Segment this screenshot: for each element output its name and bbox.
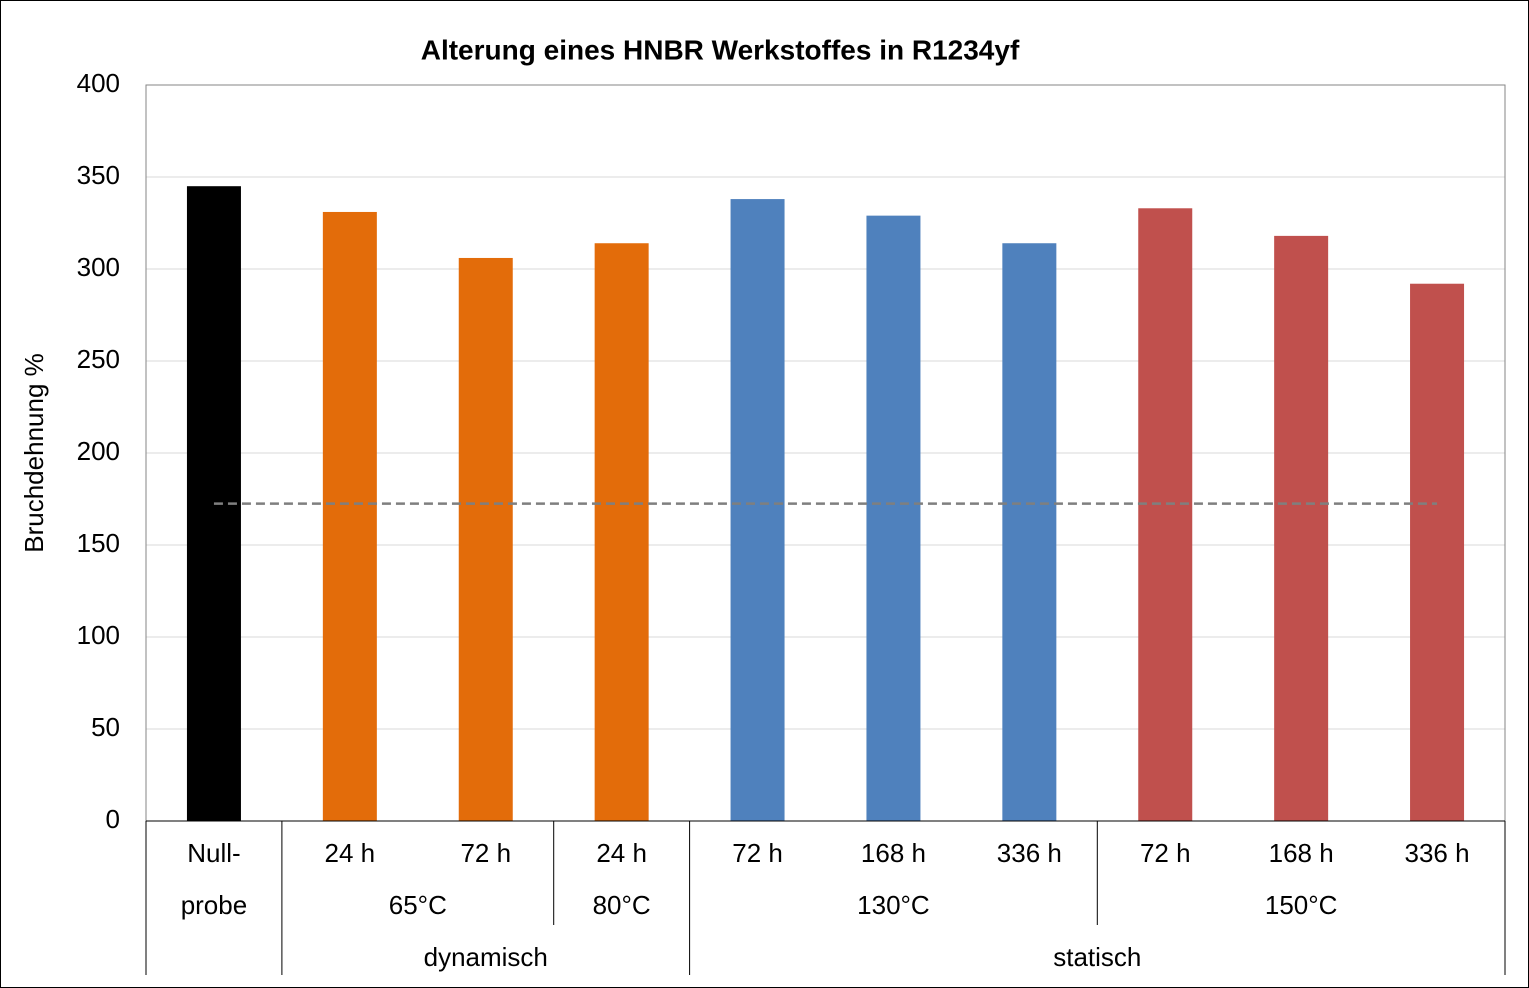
- bar: [1138, 208, 1193, 821]
- bar: [866, 215, 921, 821]
- subgroup-label: 150°C: [1265, 890, 1338, 920]
- x-tick-label: 72 h: [732, 838, 783, 868]
- y-tick-label: 150: [77, 528, 120, 558]
- subgroup-label: 80°C: [593, 890, 651, 920]
- y-tick-label: 100: [77, 620, 120, 650]
- y-tick-label: 0: [106, 804, 120, 834]
- x-tick-label: 336 h: [997, 838, 1062, 868]
- y-tick-label: 400: [77, 68, 120, 98]
- x-tick-label: 168 h: [861, 838, 926, 868]
- bar: [730, 199, 785, 821]
- y-axis-label: Bruchdehnung %: [19, 353, 49, 552]
- bar: [1002, 243, 1057, 822]
- bar: [594, 243, 649, 822]
- y-tick-label: 50: [91, 712, 120, 742]
- x-tick-label: 72 h: [460, 838, 511, 868]
- y-tick-label: 300: [77, 252, 120, 282]
- bar: [458, 257, 513, 822]
- subgroup-label: probe: [181, 890, 248, 920]
- chart-title: Alterung eines HNBR Werkstoffes in R1234…: [421, 34, 1020, 65]
- group-label: statisch: [1053, 942, 1141, 972]
- subgroup-label: 65°C: [389, 890, 447, 920]
- x-tick-label: 72 h: [1140, 838, 1191, 868]
- bar: [1274, 235, 1329, 821]
- x-tick-label: 24 h: [596, 838, 647, 868]
- y-tick-label: 350: [77, 160, 120, 190]
- y-tick-label: 200: [77, 436, 120, 466]
- group-label: dynamisch: [424, 942, 548, 972]
- bar: [1410, 283, 1465, 822]
- y-tick-label: 250: [77, 344, 120, 374]
- x-tick-label: 168 h: [1269, 838, 1334, 868]
- x-tick-label: Null-: [187, 838, 240, 868]
- x-tick-label: 336 h: [1405, 838, 1470, 868]
- x-tick-label: 24 h: [325, 838, 376, 868]
- subgroup-label: 130°C: [857, 890, 930, 920]
- bar: [322, 211, 377, 821]
